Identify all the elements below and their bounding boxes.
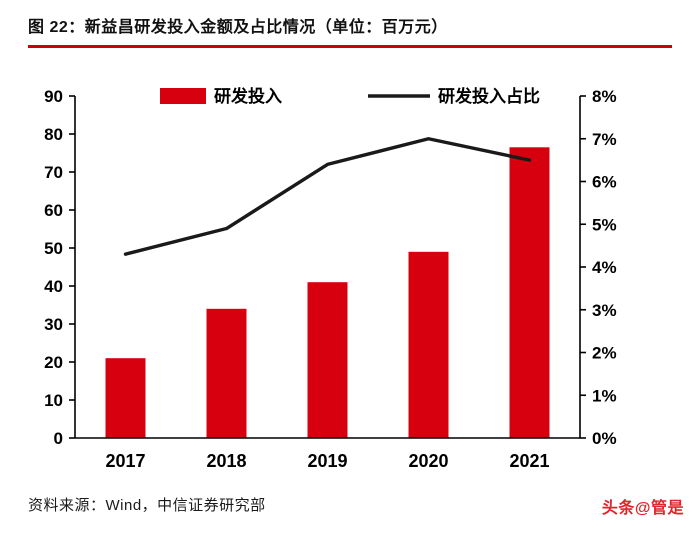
right-axis-tick-label: 2% <box>592 344 617 363</box>
right-axis-tick-label: 3% <box>592 301 617 320</box>
left-axis-tick-label: 70 <box>44 163 63 182</box>
left-axis-tick-label: 80 <box>44 125 63 144</box>
watermark: 头条@管是 <box>601 500 684 517</box>
bar-2018 <box>206 308 247 438</box>
left-axis-tick-label: 90 <box>44 87 63 106</box>
bar-2020 <box>408 251 449 438</box>
left-axis-tick-label: 60 <box>44 201 63 220</box>
right-axis-tick-label: 8% <box>592 87 617 106</box>
bar-2021 <box>509 147 550 439</box>
right-axis-tick-label: 6% <box>592 173 617 192</box>
combo-chart: 0 10 20 30 40 50 60 70 80 90 0% 1% 2% 3% 4% 5% 6% 7% 8% 201… <box>44 86 617 471</box>
x-axis-label: 2021 <box>509 451 549 471</box>
right-axis-tick-label: 1% <box>592 386 617 405</box>
chart-title: 图 22：新益昌研发投入金额及占比情况（单位：百万元） <box>28 19 448 36</box>
left-axis-tick-label: 40 <box>44 277 63 296</box>
left-axis-tick-label: 10 <box>44 391 63 410</box>
right-axis-tick-label: 7% <box>592 130 617 149</box>
chart-header: 图 22：新益昌研发投入金额及占比情况（单位：百万元） <box>0 0 700 37</box>
legend-line-label: 研发投入占比 <box>438 86 540 106</box>
chart-area: 0 10 20 30 40 50 60 70 80 90 0% 1% 2% 3% 4% 5% 6% 7% 8% 201… <box>0 56 700 478</box>
left-axis-tick-label: 20 <box>44 353 63 372</box>
bar-2017 <box>105 358 146 438</box>
bar-2019 <box>307 282 348 438</box>
right-axis-tick-label: 0% <box>592 429 617 448</box>
x-axis-label: 2019 <box>307 451 347 471</box>
right-axis-tick-label: 5% <box>592 215 617 234</box>
legend-bar-marker <box>160 88 206 104</box>
legend-bar-label: 研发投入 <box>214 86 282 106</box>
right-axis-tick-label: 4% <box>592 258 617 277</box>
x-axis-label: 2020 <box>408 451 448 471</box>
x-axis-label: 2017 <box>105 451 145 471</box>
x-axis-label: 2018 <box>206 451 246 471</box>
left-axis-tick-label: 0 <box>54 429 63 448</box>
left-axis-tick-label: 30 <box>44 315 63 334</box>
source-note: 资料来源：Wind，中信证券研究部 <box>28 497 266 514</box>
left-axis-tick-label: 50 <box>44 239 63 258</box>
ratio-line <box>123 137 532 256</box>
title-underline <box>28 45 672 48</box>
